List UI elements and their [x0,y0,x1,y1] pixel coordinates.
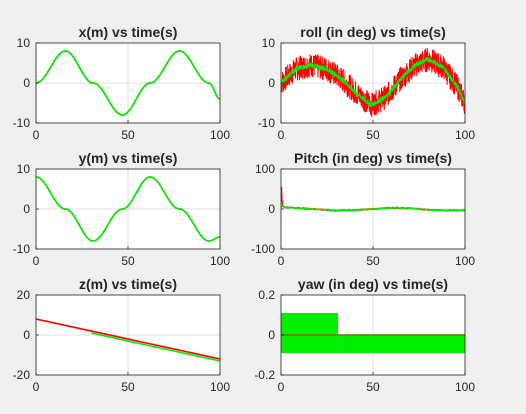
subplot-title: z(m) vs time(s) [79,276,177,292]
x-tick-label: 100 [210,254,230,268]
series-group [281,48,465,118]
x-tick-label: 100 [210,128,230,142]
series-line [36,176,220,242]
subplot-title: Pitch (in deg) vs time(s) [294,150,452,166]
series-band [338,335,465,353]
subplot-title: roll (in deg) vs time(s) [300,24,445,40]
series-group [281,186,465,212]
y-tick-label: -10 [13,116,31,130]
y-tick-label: 10 [17,36,31,50]
x-tick-label: 100 [455,380,475,394]
x-tick-label: 0 [278,254,285,268]
series-group [36,50,220,116]
y-tick-label: 0 [268,328,275,342]
series-line [281,205,465,212]
series-line [281,56,465,108]
series-line [36,50,220,116]
x-tick-label: 50 [366,128,380,142]
y-tick-label: 10 [17,162,31,176]
y-tick-label: 0.2 [258,288,275,302]
y-tick-label: 0 [268,76,275,90]
x-tick-label: 50 [366,254,380,268]
x-tick-label: 100 [455,254,475,268]
x-tick-label: 50 [121,128,135,142]
y-tick-label: 100 [255,162,275,176]
series-group [281,313,465,353]
y-tick-label: -100 [251,242,275,256]
x-tick-label: 0 [278,380,285,394]
x-tick-label: 50 [121,254,135,268]
x-tick-label: 0 [33,254,40,268]
series-group [36,176,220,242]
y-tick-label: -10 [13,242,31,256]
x-tick-label: 100 [210,380,230,394]
series-band [281,313,339,353]
x-tick-label: 100 [455,128,475,142]
y-tick-label: 0 [23,202,30,216]
y-tick-label: -20 [13,368,31,382]
series-line [36,318,220,360]
subplot-title: yaw (in deg) vs time(s) [298,276,448,292]
x-tick-label: 0 [33,380,40,394]
series-group [36,318,220,362]
series-line [281,48,465,118]
y-tick-label: 0 [23,76,30,90]
subplot-title: x(m) vs time(s) [79,24,178,40]
y-tick-label: -0.2 [254,368,275,382]
x-tick-label: 50 [366,380,380,394]
x-tick-label: 0 [33,128,40,142]
y-tick-label: 10 [262,36,276,50]
y-tick-label: 0 [23,328,30,342]
x-tick-label: 50 [121,380,135,394]
y-tick-label: 20 [17,288,31,302]
x-tick-label: 0 [278,128,285,142]
y-tick-label: -10 [258,116,276,130]
series-line [91,332,220,362]
y-tick-label: 0 [268,202,275,216]
subplot-title: y(m) vs time(s) [79,150,178,166]
